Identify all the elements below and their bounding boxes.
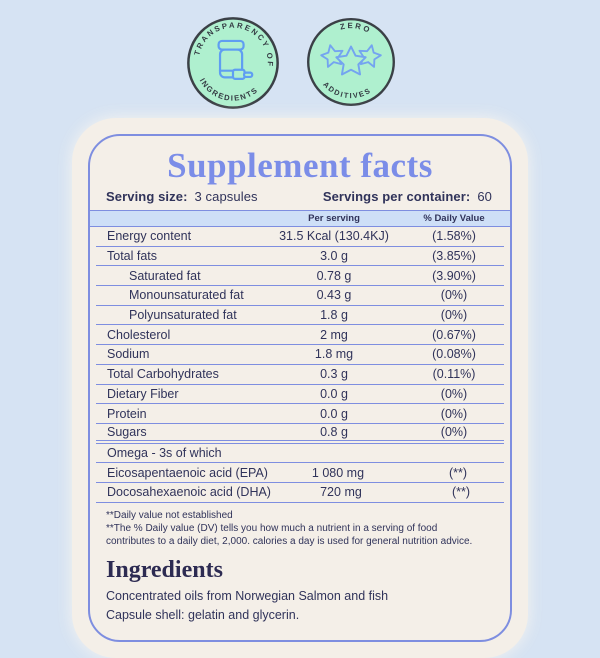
row-amount: 2 mg bbox=[320, 327, 348, 342]
row-amount: 0.0 g bbox=[320, 406, 348, 421]
row-label: Protein bbox=[107, 406, 147, 421]
page-title: Supplement facts bbox=[167, 146, 433, 185]
row-amount: 1.8 mg bbox=[314, 347, 354, 362]
table-row: Polyunsaturated fat 1.8 g (0%) bbox=[96, 306, 504, 326]
table-row: Total fats 3.0 g (3.85%) bbox=[96, 247, 504, 267]
row-daily-value: (0.08%) bbox=[432, 347, 476, 362]
row-amount: 0.8 g bbox=[320, 424, 348, 439]
footnote: **Daily value not established bbox=[106, 509, 233, 521]
supplement-facts-card: Supplement facts Serving size: 3 capsules… bbox=[72, 118, 528, 658]
daily-value-header: % Daily Value bbox=[423, 213, 485, 224]
ingredient-line: Concentrated oils from Norwegian Salmon … bbox=[106, 589, 389, 604]
row-amount: 720 mg bbox=[320, 485, 362, 500]
zero-additives-badge: ZERO ADDITIVES bbox=[307, 18, 395, 106]
table-row: Monounsaturated fat 0.43 g (0%) bbox=[96, 286, 504, 306]
row-daily-value: (0%) bbox=[440, 308, 468, 323]
row-label: Docosahexaenoic acid (DHA) bbox=[107, 485, 271, 500]
serving-size: Serving size: 3 capsules bbox=[106, 189, 258, 204]
row-label: Sugars bbox=[107, 424, 147, 439]
table-row: Protein 0.0 g (0%) bbox=[96, 404, 504, 424]
row-amount: 0.3 g bbox=[320, 367, 348, 382]
row-daily-value: (**) bbox=[448, 465, 467, 480]
row-label: Sodium bbox=[107, 347, 150, 362]
serving-size-value: 3 capsules bbox=[194, 189, 258, 204]
table-row: Cholesterol 2 mg (0.67%) bbox=[96, 325, 504, 346]
row-amount: 31.5 Kcal (130.4KJ) bbox=[279, 229, 389, 244]
row-label: Total fats bbox=[107, 249, 158, 264]
table-row: Saturated fat 0.78 g (3.90%) bbox=[96, 266, 504, 287]
row-daily-value: (0%) bbox=[440, 424, 468, 439]
certification-badges: TRANSPARENCY OF INGREDIENTS ZERO ADDITIV… bbox=[185, 15, 397, 111]
footnote: **The % Daily value (DV) tells you how m… bbox=[106, 522, 473, 547]
row-label: Monounsaturated fat bbox=[129, 288, 244, 303]
row-amount: 1.8 g bbox=[320, 308, 348, 323]
row-label: Total Carbohydrates bbox=[107, 367, 219, 382]
footnotes: **Daily value not established **The % Da… bbox=[90, 503, 510, 549]
row-daily-value: (3.85%) bbox=[432, 249, 476, 264]
table-row: Sugars 0.8 g (0%) bbox=[96, 424, 504, 444]
table-row: Total Carbohydrates 0.3 g (0.11%) bbox=[96, 365, 504, 385]
row-daily-value: (0%) bbox=[440, 288, 468, 303]
table-row: Dietary Fiber 0.0 g (0%) bbox=[96, 385, 504, 405]
row-daily-value: (3.90%) bbox=[432, 268, 476, 283]
row-amount: 3.0 g bbox=[320, 249, 348, 264]
serving-info-row: Serving size: 3 capsules Servings per con… bbox=[90, 186, 510, 204]
badge-circle bbox=[187, 17, 279, 109]
row-daily-value: (1.58%) bbox=[432, 229, 476, 244]
table-row: Energy content 31.5 Kcal (130.4KJ) (1.58%) bbox=[96, 227, 504, 247]
card-border: Supplement facts Serving size: 3 capsules… bbox=[88, 134, 512, 642]
supplement-jar-icon bbox=[217, 39, 254, 80]
serving-size-label: Serving size: bbox=[106, 189, 188, 204]
row-amount: 1 080 mg bbox=[311, 465, 365, 480]
servings-per-container: Servings per container: 60 bbox=[323, 189, 492, 204]
row-label: Omega - 3s of which bbox=[107, 445, 222, 460]
row-label: Cholesterol bbox=[107, 327, 171, 342]
row-label: Eicosapentaenoic acid (EPA) bbox=[107, 465, 268, 480]
row-amount: 0.78 g bbox=[316, 268, 352, 283]
row-daily-value: (0%) bbox=[440, 406, 468, 421]
row-daily-value: (0.67%) bbox=[432, 327, 476, 342]
servings-per-container-value: 60 bbox=[477, 189, 492, 204]
servings-per-container-label: Servings per container: bbox=[322, 189, 471, 204]
row-label: Saturated fat bbox=[129, 268, 201, 283]
table-row: Sodium 1.8 mg (0.08%) bbox=[96, 345, 504, 365]
ingredient-line: Capsule shell: gelatin and glycerin. bbox=[106, 607, 300, 622]
row-amount: 0.0 g bbox=[320, 386, 348, 401]
ingredients-heading: Ingredients bbox=[106, 557, 223, 584]
row-label: Polyunsaturated fat bbox=[129, 308, 237, 323]
transparency-badge: TRANSPARENCY OF INGREDIENTS bbox=[187, 15, 281, 109]
row-label: Dietary Fiber bbox=[107, 386, 179, 401]
three-stars-icon bbox=[320, 44, 382, 76]
row-amount: 0.43 g bbox=[316, 288, 352, 303]
table-column-header: Per serving % Daily Value bbox=[90, 210, 510, 227]
facts-table: Energy content 31.5 Kcal (130.4KJ) (1.58%)… bbox=[96, 227, 504, 503]
per-serving-header: Per serving bbox=[308, 213, 360, 224]
row-daily-value: (**) bbox=[451, 485, 470, 500]
row-daily-value: (0%) bbox=[440, 386, 468, 401]
table-row: Omega - 3s of which bbox=[96, 444, 504, 464]
table-row: Docosahexaenoic acid (DHA) 720 mg (**) bbox=[96, 483, 504, 503]
row-label: Energy content bbox=[107, 229, 192, 244]
table-row: Eicosapentaenoic acid (EPA) 1 080 mg (**) bbox=[96, 463, 504, 483]
row-daily-value: (0.11%) bbox=[432, 367, 476, 382]
